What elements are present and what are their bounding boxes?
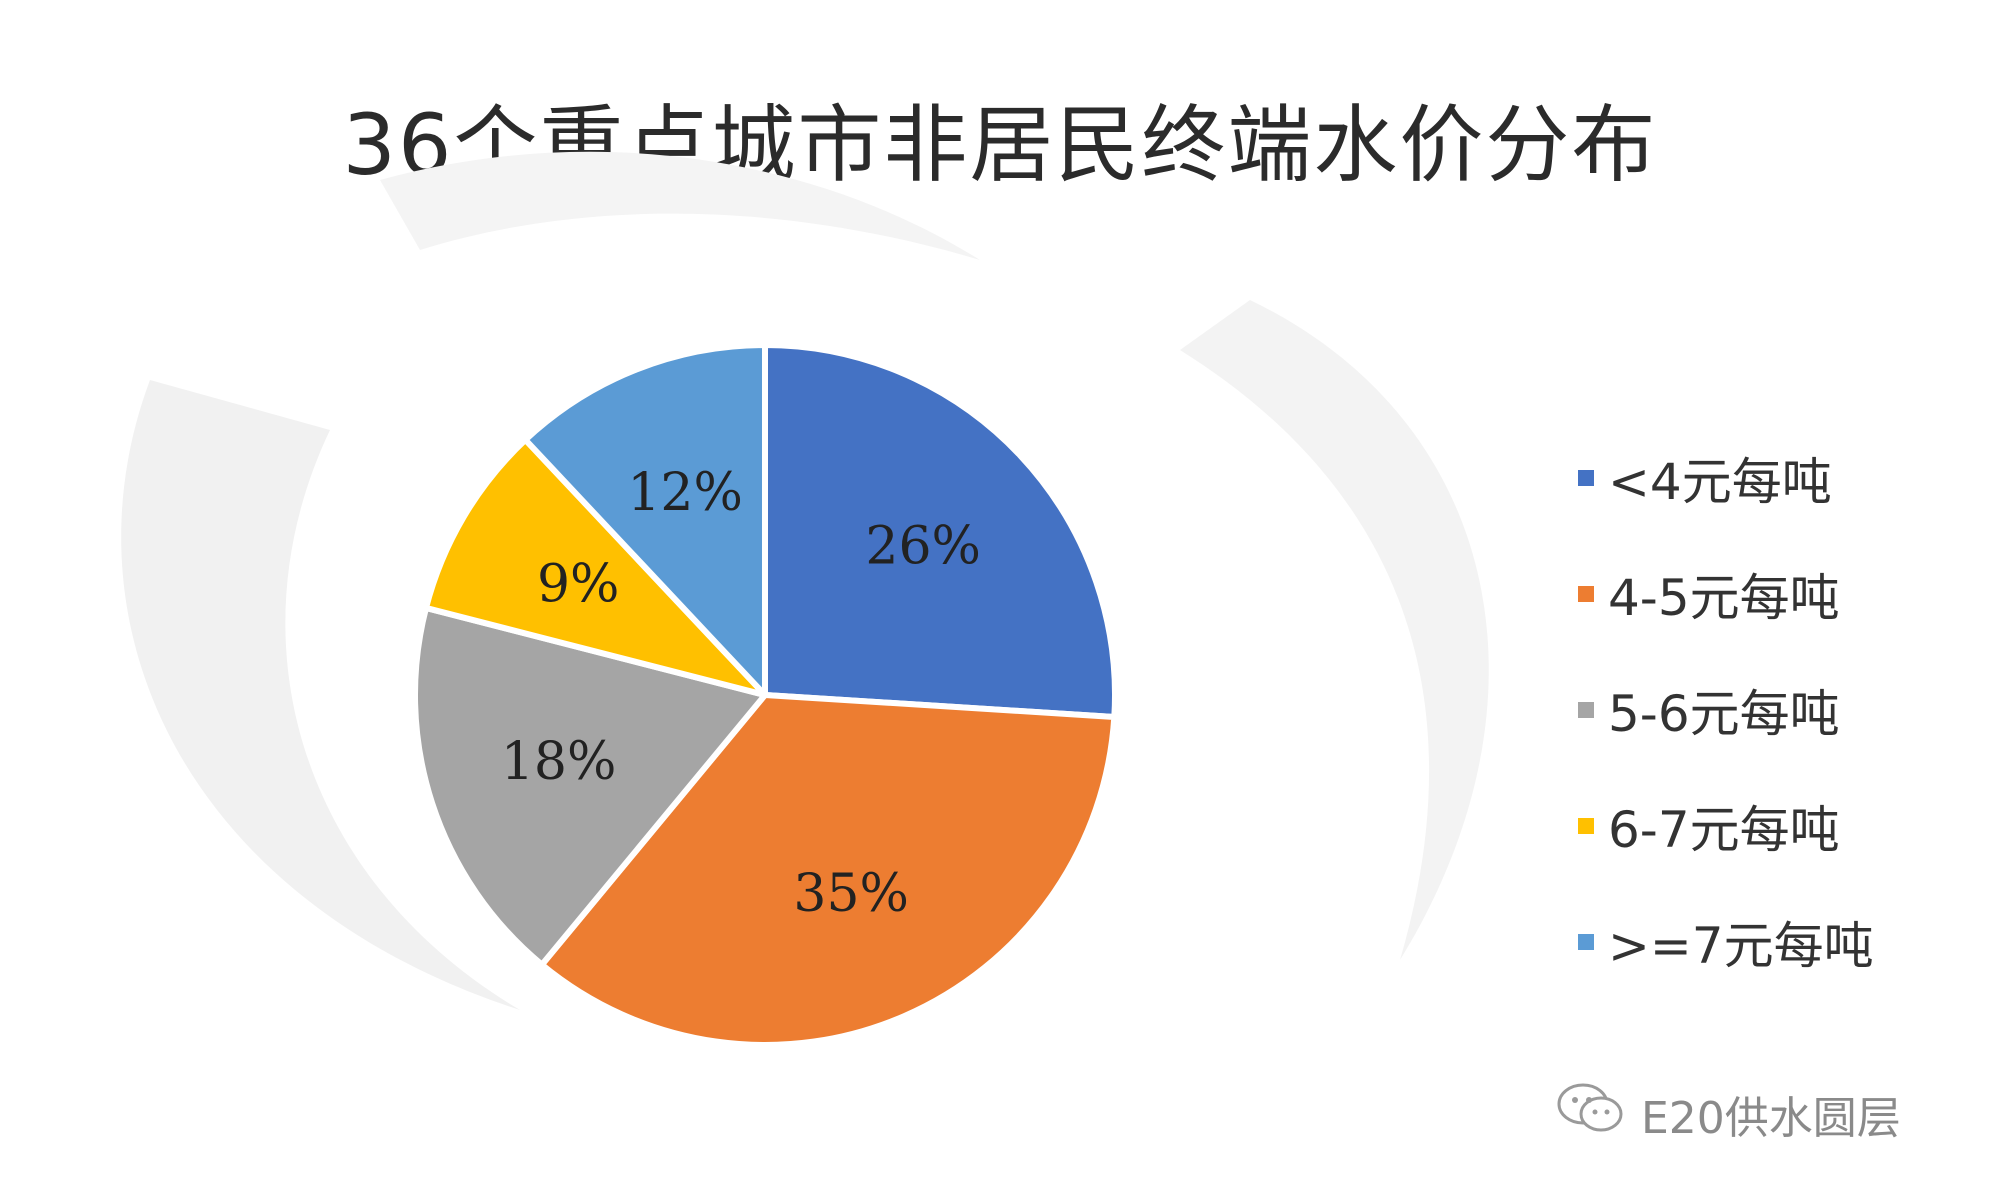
pie-slice-label: 12% — [627, 463, 743, 523]
legend-item: 5-6元每吨 — [1578, 652, 1874, 768]
legend-item: <4元每吨 — [1578, 420, 1874, 536]
legend-swatch — [1578, 586, 1594, 602]
legend-item: 4-5元每吨 — [1578, 536, 1874, 652]
background-swirl-decoration — [121, 151, 1489, 1010]
legend-label: <4元每吨 — [1608, 453, 1832, 511]
legend-swatch — [1578, 470, 1594, 486]
pie-slice — [762, 342, 1118, 720]
pie-slice-label: 26% — [865, 516, 981, 576]
legend-label: 4-5元每吨 — [1608, 569, 1840, 627]
legend-swatch — [1578, 818, 1594, 834]
legend-label: >=7元每吨 — [1608, 917, 1874, 975]
watermark: E20供水圆层 — [1555, 1080, 1901, 1147]
pie-slice — [412, 604, 768, 968]
pie-slice-label: 35% — [793, 864, 909, 924]
legend-swatch — [1578, 702, 1594, 718]
pie-slice — [422, 436, 768, 698]
watermark-text: E20供水圆层 — [1641, 1092, 1901, 1144]
legend-label: 6-7元每吨 — [1608, 801, 1840, 859]
pie-slice-label: 18% — [501, 732, 617, 792]
legend-item: 6-7元每吨 — [1578, 768, 1874, 884]
pie-slice-labels: 26% 35% 18% 9%12% — [501, 463, 981, 924]
legend-item: >=7元每吨 — [1578, 884, 1874, 1000]
pie-slice-label: 9% — [537, 555, 620, 615]
legend-swatch — [1578, 934, 1594, 950]
pie-slice — [522, 342, 768, 698]
pie-slices — [412, 342, 1118, 1048]
wechat-icon — [1555, 1080, 1625, 1147]
pie-slice — [538, 692, 1118, 1048]
legend-label: 5-6元每吨 — [1608, 685, 1840, 743]
chart-legend: <4元每吨 4-5元每吨 5-6元每吨 6-7元每吨 >=7元每吨 — [1578, 420, 1874, 1000]
